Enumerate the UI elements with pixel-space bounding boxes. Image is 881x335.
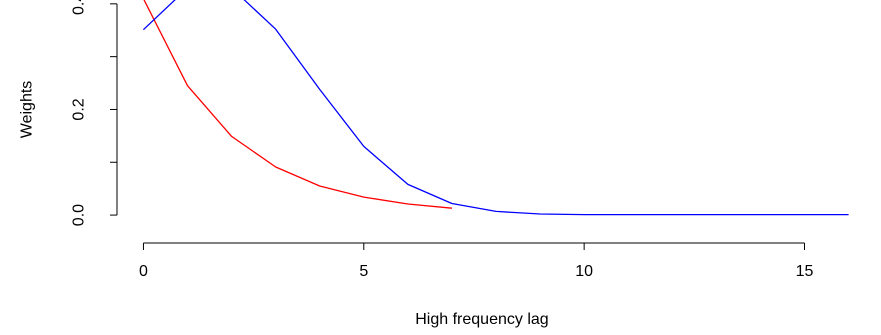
y-tick-label: 0.0 [71, 204, 88, 226]
axes: 0.0 0.2 0.4 0 5 10 15 [71, 0, 814, 280]
x-tick-label: 5 [359, 263, 368, 280]
y-axis-title: Weights [19, 81, 36, 139]
x-axis-title: High frequency lag [415, 311, 548, 328]
x-axis-ticks: 0 5 10 15 [139, 243, 813, 280]
x-tick-label: 15 [796, 263, 814, 280]
blue-series-line [142, 0, 849, 216]
y-tick-label: 0.2 [71, 98, 88, 120]
y-tick-label: 0.4 [71, 0, 88, 15]
x-tick-label: 0 [139, 263, 148, 280]
series-layer [142, 0, 849, 216]
red-series-line [143, 0, 452, 209]
y-axis-ticks: 0.0 0.2 0.4 [71, 0, 117, 226]
x-tick-label: 10 [575, 263, 593, 280]
